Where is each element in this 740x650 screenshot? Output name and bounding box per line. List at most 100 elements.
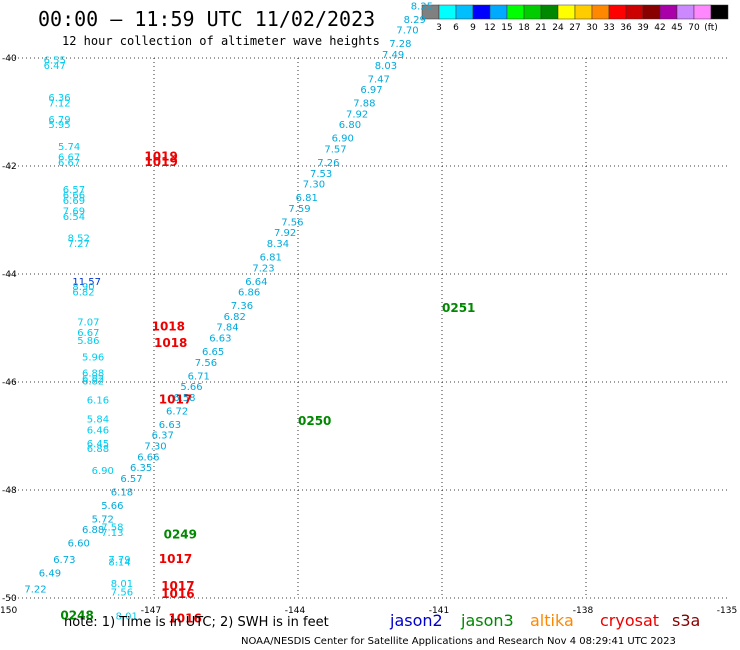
swh-value-label: 6.63 [159,420,181,431]
x-tick-label: -135 [717,606,737,616]
colorbar-label: 12 [484,23,495,33]
swh-value-label: 5.96 [82,352,104,363]
pass-time-label: 0249 [164,528,197,542]
swh-value-label: 5.66 [101,501,123,512]
pass-time-label: 1019 [144,155,177,169]
swh-value-label: 6.71 [188,371,210,382]
colorbar-label: 21 [535,23,546,33]
colorbar-swatch [676,4,695,20]
satellite-legend-jason2: jason2 [389,611,443,630]
swh-value-label: 6.18 [111,487,133,498]
swh-value-label: 6.82 [72,288,94,299]
swh-value-label: 8.25 [411,1,433,12]
colorbar-swatch [523,4,542,20]
swh-value-label: 7.92 [274,228,296,239]
swh-value-label: 7.47 [368,74,390,85]
colorbar-label: 36 [620,23,632,33]
colorbar-label: 45 [671,23,682,33]
swh-value-label: 7.12 [48,99,70,110]
swh-value-label: 8.01 [111,579,133,590]
colorbar-label: (ft) [704,23,718,33]
swh-value-label: 8.52 [68,234,90,245]
swh-value-label: 6.67 [58,158,80,169]
y-tick-label: -50 [2,594,17,604]
swh-value-label: 7.30 [303,180,325,191]
colorbar-label: 27 [569,23,580,33]
x-tick-label: -147 [141,606,161,616]
swh-value-label: 5.95 [48,120,70,131]
pass-time-label: 0250 [298,414,331,428]
colorbar-swatch [625,4,644,20]
color-scale-legend: 3 6 9 12 15 18 21 24 27 30 33 36 39 42 45 70 (ft) [421,4,729,33]
colorbar-label: 18 [518,23,530,33]
pass-time-label: 1019 [144,150,177,164]
swh-value-label: 8.03 [375,61,397,72]
colorbar-label: 15 [501,23,512,33]
colorbar-label: 70 [688,23,700,33]
swh-value-label: 6.45 [87,439,109,450]
swh-value-label: 7.49 [382,50,404,61]
swh-value-label: 6.47 [44,61,66,72]
y-tick-label: -44 [2,270,17,280]
swh-value-label: 8.14 [108,558,130,569]
y-tick-label: -42 [2,162,17,172]
colorbar-label: 33 [603,23,614,33]
colorbar-swatch [642,4,661,20]
swh-value-label: 6.66 [63,190,85,201]
swh-value-label: 7.56 [111,587,133,598]
colorbar-label: 9 [470,23,476,33]
colorbar-label: 30 [586,23,598,33]
swh-value-label: 7.88 [353,99,375,110]
colorbar-swatch [455,4,474,20]
chart-subtitle: 12 hour collection of altimeter wave hei… [62,34,380,48]
swh-value-label: 6.82 [224,312,246,323]
swh-value-label: 5.74 [58,142,80,153]
swh-value-label: 6.82 [82,374,104,385]
swh-value-label: 6.16 [87,396,109,407]
swh-value-label: 6.73 [53,555,75,566]
swh-value-label: 7.56 [281,217,303,228]
swh-value-label: 7.13 [101,528,123,539]
swh-value-label: 6.57 [63,185,85,196]
swh-value-label: 6.46 [87,425,109,436]
colorbar-swatch [438,4,457,20]
satellite-legend-cryosat: cryosat [600,611,659,630]
x-tick-label: -138 [573,606,594,616]
swh-value-label: 8.29 [404,15,426,26]
colorbar-swatch [506,4,525,20]
swh-value-label: 7.57 [324,145,346,156]
pass-time-label: 0251 [442,301,475,315]
swh-value-label: 6.64 [245,277,267,288]
satellite-legend: jason2 jason3 altika cryosat s3a [389,611,700,630]
chart-title: 00:00 – 11:59 UTC 11/02/2023 [38,7,375,31]
colorbar-label: 24 [552,23,564,33]
swh-value-label: 7.36 [231,301,253,312]
swh-value-label: 6.86 [238,288,260,299]
colorbar-label: 3 [436,23,442,33]
swh-value-label: 7.56 [195,358,217,369]
swh-value-label: 5.66 [180,382,202,393]
pass-time-label: 1018 [152,320,185,334]
colorbar-swatch [557,4,576,20]
swh-value-label: 7.30 [144,442,166,453]
swh-value-label: 7.26 [317,158,339,169]
colorbar-swatch [710,4,729,20]
colorbar-label: 42 [654,23,665,33]
swh-value-label: 6.72 [166,406,188,417]
x-tick-label: -150 [0,606,17,616]
swh-value-label: 7.28 [389,39,411,50]
swh-value-label: 6.36 [48,93,70,104]
swh-value-label: 11.57 [72,277,101,288]
swh-value-label: 6.69 [63,196,85,207]
swh-value-label: 6.65 [202,347,224,358]
swh-value-label: 7.69 [63,207,85,218]
swh-value-label: 6.90 [332,134,354,145]
swh-value-label: 7.70 [396,26,418,37]
swh-value-label: 6.88 [82,525,104,536]
swh-value-label: 5.84 [87,415,109,426]
colorbar-swatch [574,4,593,20]
pass-time-label: 1016 [161,587,194,601]
colorbar-label: 6 [453,23,459,33]
swh-value-label: 6.90 [92,466,114,477]
swh-value-label: 8.01 [116,612,138,623]
